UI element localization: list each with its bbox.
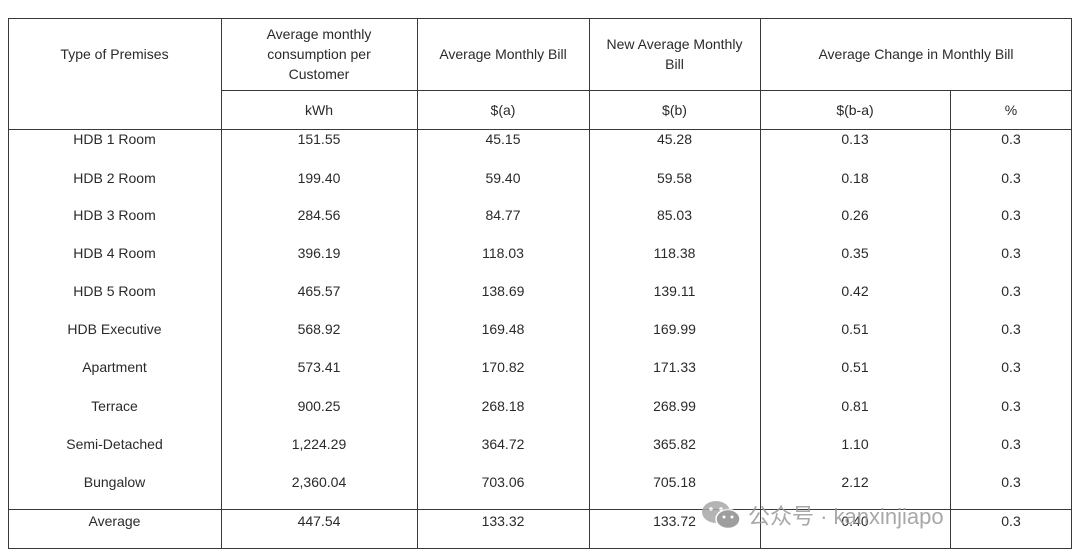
grid-line <box>950 90 951 549</box>
table-row-9-bill: 364.72 <box>481 436 525 452</box>
header-consumption: Average monthly consumption per Customer <box>266 26 372 82</box>
table-row-7-new-bill: 171.33 <box>653 359 696 375</box>
table-row-7-change: 0.51 <box>841 359 869 375</box>
average-row-kwh: 447.54 <box>297 513 341 529</box>
average-row-premises: Average <box>88 513 141 529</box>
table-row-10-change: 2.12 <box>841 474 869 490</box>
table-row-1-change: 0.13 <box>841 131 869 147</box>
grid-line <box>8 129 1072 130</box>
table-row-5-bill: 138.69 <box>481 283 525 299</box>
grid-line <box>8 18 9 549</box>
table-row-3-pct: 0.3 <box>1001 207 1021 223</box>
grid-line <box>8 509 1072 510</box>
table-row-1-new-bill: 45.28 <box>656 131 693 147</box>
table-row-7-bill: 170.82 <box>481 359 525 375</box>
table-row-7-kwh: 573.41 <box>297 359 341 375</box>
average-row-new-bill: 133.72 <box>653 513 696 529</box>
table-row-2-premises: HDB 2 Room <box>73 170 156 186</box>
unit-bill-b: $(b) <box>662 101 687 118</box>
table-row-8-pct: 0.3 <box>1001 398 1021 414</box>
table-row-4-bill: 118.03 <box>482 245 524 261</box>
unit-change-pct: % <box>1004 101 1018 118</box>
grid-line <box>589 18 590 549</box>
grid-line <box>221 18 222 549</box>
table-row-10-premises: Bungalow <box>83 474 146 490</box>
table-row-8-kwh: 900.25 <box>297 398 341 414</box>
table-row-7-pct: 0.3 <box>1001 359 1021 375</box>
average-row-bill: 133.32 <box>481 513 525 529</box>
table-row-4-pct: 0.3 <box>1001 245 1021 261</box>
table-row-4-kwh: 396.19 <box>297 245 341 261</box>
table-row-1-bill: 45.15 <box>485 131 521 147</box>
table-row-10-new-bill: 705.18 <box>653 474 696 490</box>
table-row-5-premises: HDB 5 Room <box>73 283 156 299</box>
table-row-1-premises: HDB 1 Room <box>73 131 156 147</box>
table-row-3-kwh: 284.56 <box>297 207 341 223</box>
table-row-5-pct: 0.3 <box>1001 283 1021 299</box>
table-row-2-new-bill: 59.58 <box>656 170 693 186</box>
table-row-8-premises: Terrace <box>91 398 138 414</box>
table-row-9-kwh: 1,224.29 <box>291 436 347 452</box>
table-row-1-pct: 0.3 <box>1001 131 1021 147</box>
header-average-change: Average Change in Monthly Bill <box>818 46 1014 62</box>
table-row-4-change: 0.35 <box>841 245 869 261</box>
table-row-3-premises: HDB 3 Room <box>73 207 156 223</box>
table-row-6-bill: 169.48 <box>481 321 525 337</box>
grid-line <box>8 548 1072 549</box>
table-row-3-change: 0.26 <box>841 207 869 223</box>
table-row-2-change: 0.18 <box>841 170 869 186</box>
table-row-6-new-bill: 169.99 <box>653 321 696 337</box>
header-monthly-bill: Average Monthly Bill <box>439 46 567 62</box>
table-row-9-new-bill: 365.82 <box>653 436 696 452</box>
table-row-6-premises: HDB Executive <box>67 321 162 337</box>
table-row-8-new-bill: 268.99 <box>653 398 696 414</box>
table-row-1-kwh: 151.55 <box>297 131 341 147</box>
header-type-of-premises: Type of Premises <box>60 46 169 62</box>
table-row-8-bill: 268.18 <box>481 398 525 414</box>
table-row-6-change: 0.51 <box>841 321 869 337</box>
average-row-pct: 0.3 <box>1001 513 1021 529</box>
average-row-change: 0.40 <box>841 513 869 529</box>
table-row-10-kwh: 2,360.04 <box>291 474 347 490</box>
electricity-tariff-table: Type of Premises Average monthly consumpt… <box>8 18 1072 549</box>
table-row-2-kwh: 199.40 <box>297 170 341 186</box>
unit-kwh: kWh <box>305 101 333 118</box>
table-row-5-kwh: 465.57 <box>297 283 341 299</box>
header-new-monthly-bill: New Average Monthly Bill <box>606 36 743 72</box>
table-row-3-bill: 84.77 <box>485 207 521 223</box>
grid-line <box>1071 18 1072 549</box>
table-row-5-change: 0.42 <box>841 283 869 299</box>
table-row-7-premises: Apartment <box>82 359 147 375</box>
table-row-9-change: 1.10 <box>841 436 869 452</box>
table-row-2-bill: 59.40 <box>485 170 521 186</box>
table-row-8-change: 0.81 <box>841 398 869 414</box>
table-row-9-pct: 0.3 <box>1001 436 1021 452</box>
grid-line <box>221 90 1072 91</box>
table-row-2-pct: 0.3 <box>1001 170 1021 186</box>
table-row-6-pct: 0.3 <box>1001 321 1021 337</box>
grid-line <box>417 18 418 549</box>
grid-line <box>760 18 761 549</box>
table-row-4-new-bill: 118.38 <box>653 245 696 261</box>
table-row-10-pct: 0.3 <box>1001 474 1021 490</box>
table-row-3-new-bill: 85.03 <box>656 207 693 223</box>
table-row-5-new-bill: 139.11 <box>653 283 696 299</box>
unit-change-abs: $(b-a) <box>836 101 874 118</box>
unit-bill-a: $(a) <box>490 101 516 118</box>
grid-line <box>8 18 1072 19</box>
table-row-6-kwh: 568.92 <box>297 321 341 337</box>
table-row-10-bill: 703.06 <box>481 474 525 490</box>
table-row-4-premises: HDB 4 Room <box>73 245 156 261</box>
table-row-9-premises: Semi-Detached <box>66 436 163 452</box>
